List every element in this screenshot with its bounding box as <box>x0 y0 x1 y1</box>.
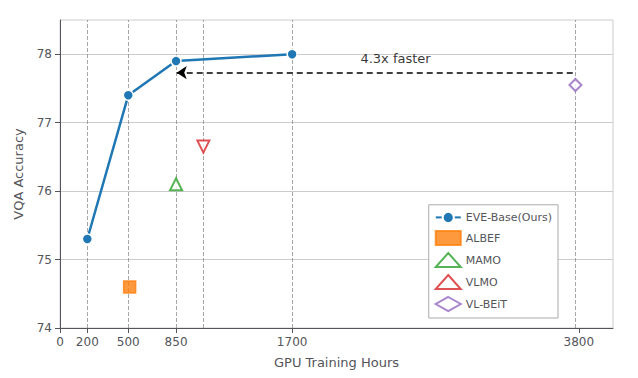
svg-text:ALBEF: ALBEF <box>466 232 500 245</box>
svg-text:850: 850 <box>165 335 188 349</box>
svg-text:4.3x faster: 4.3x faster <box>360 51 431 66</box>
svg-text:75: 75 <box>37 253 52 267</box>
svg-text:3800: 3800 <box>564 335 595 349</box>
svg-text:1700: 1700 <box>277 335 308 349</box>
svg-text:GPU Training Hours: GPU Training Hours <box>274 355 399 370</box>
svg-text:VLMO: VLMO <box>466 276 498 289</box>
svg-text:VL-BEiT: VL-BEiT <box>466 298 508 311</box>
svg-text:76: 76 <box>37 184 52 198</box>
svg-text:MAMO: MAMO <box>466 254 502 267</box>
svg-text:500: 500 <box>117 335 140 349</box>
svg-text:74: 74 <box>37 321 52 335</box>
svg-text:77: 77 <box>37 116 52 130</box>
svg-text:0: 0 <box>56 335 64 349</box>
svg-text:78: 78 <box>37 47 52 61</box>
svg-text:EVE-Base(Ours): EVE-Base(Ours) <box>466 211 552 224</box>
svg-text:VQA Accuracy: VQA Accuracy <box>11 128 26 220</box>
svg-text:200: 200 <box>76 335 99 349</box>
